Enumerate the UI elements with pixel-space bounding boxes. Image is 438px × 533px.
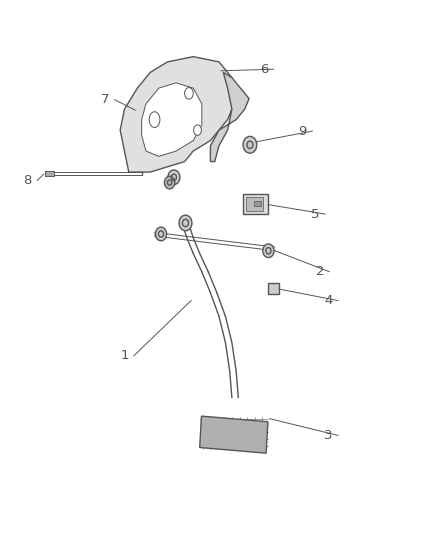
- Bar: [45, 171, 53, 176]
- Bar: [246, 197, 263, 212]
- Text: 1: 1: [120, 349, 129, 362]
- Text: 8: 8: [24, 174, 32, 187]
- Bar: [200, 416, 268, 453]
- Bar: [268, 283, 279, 294]
- Circle shape: [168, 170, 180, 184]
- Polygon shape: [120, 56, 236, 172]
- Ellipse shape: [185, 87, 193, 99]
- Text: 7: 7: [101, 93, 110, 106]
- Circle shape: [179, 215, 192, 231]
- Bar: [254, 201, 261, 206]
- Circle shape: [263, 244, 274, 257]
- Circle shape: [164, 176, 175, 189]
- Text: 3: 3: [324, 429, 333, 442]
- Polygon shape: [210, 72, 249, 161]
- Circle shape: [155, 227, 166, 241]
- Text: 5: 5: [311, 207, 320, 221]
- Polygon shape: [141, 83, 202, 156]
- Ellipse shape: [194, 125, 201, 135]
- Bar: [243, 194, 268, 214]
- Text: 2: 2: [316, 265, 324, 278]
- Circle shape: [243, 136, 257, 153]
- Ellipse shape: [149, 112, 160, 127]
- Text: 9: 9: [299, 125, 307, 138]
- Text: 6: 6: [260, 63, 268, 76]
- Text: 4: 4: [325, 294, 333, 307]
